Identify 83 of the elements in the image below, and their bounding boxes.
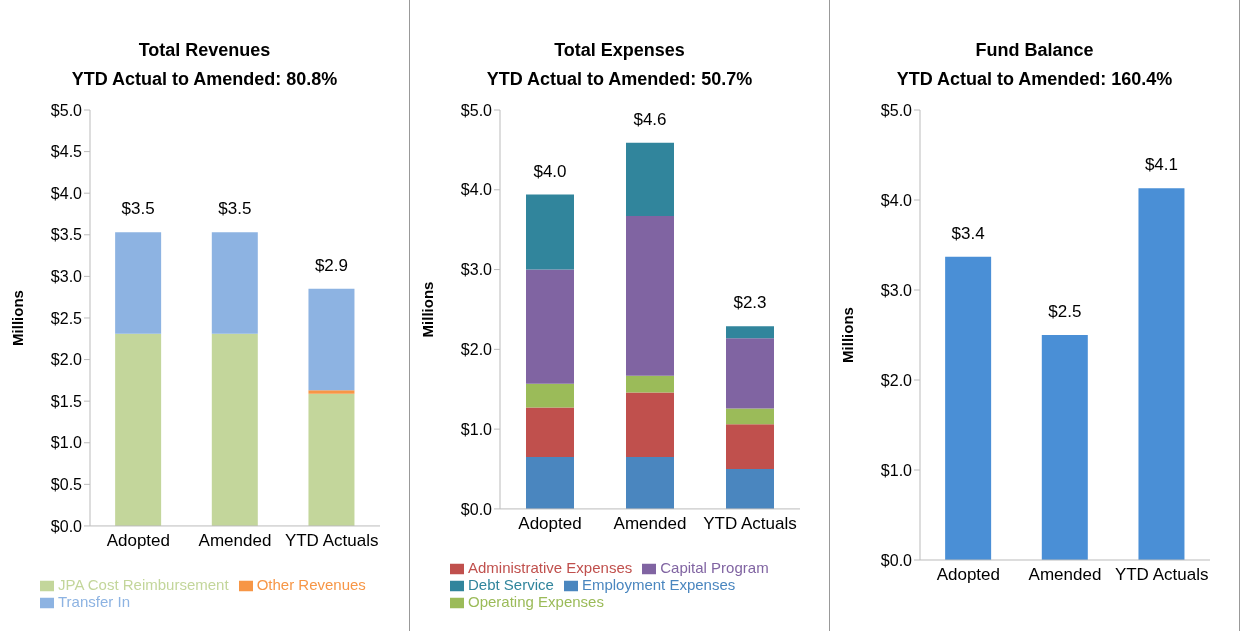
chart-title: Total Expenses: [553, 40, 686, 61]
x-tick-label: Adopted: [936, 565, 1001, 585]
x-tick-label: Amended: [198, 531, 272, 551]
bar: [211, 232, 258, 334]
legend-label: Other Revenues: [256, 575, 366, 593]
bar: [526, 269, 574, 384]
y-tick-label: $1.5: [50, 392, 83, 410]
x-tick-label: YTD Actuals: [703, 513, 797, 533]
y-tick-label: $4.5: [50, 143, 83, 161]
bar: [211, 333, 258, 526]
y-axis-title: Millions: [419, 281, 437, 338]
y-tick-label: $1.0: [50, 434, 83, 452]
chart-subtitle: YTD Actual to Amended: 50.7%: [485, 69, 754, 90]
y-tick-label: $2.0: [50, 351, 83, 369]
x-tick-label: Adopted: [106, 531, 171, 551]
bar: [726, 338, 774, 409]
bar: [626, 457, 674, 509]
chart-title: Total Revenues: [137, 40, 272, 61]
bar: [726, 326, 774, 339]
x-tick-label: Amended: [613, 513, 687, 533]
data-label: $3.4: [951, 223, 985, 243]
y-tick-label: $0.5: [50, 476, 83, 494]
data-label: $4.1: [1144, 155, 1179, 175]
y-tick-label: $1.0: [880, 461, 913, 479]
bar: [115, 232, 162, 334]
total-label: $3.5: [218, 199, 252, 219]
bar: [308, 393, 355, 526]
legend-label: Operating Expenses: [468, 592, 604, 610]
y-tick-label: $3.5: [50, 226, 83, 244]
total-label: $2.3: [733, 293, 767, 313]
y-tick-label: $2.0: [460, 341, 493, 359]
data-label: $2.5: [1048, 302, 1082, 321]
y-tick-label: $5.0: [460, 101, 493, 119]
y-tick-label: $4.0: [880, 191, 913, 209]
total-label: $4.0: [533, 161, 567, 181]
y-tick-label: $5.0: [880, 101, 913, 119]
y-tick-label: $0.0: [880, 551, 913, 569]
y-tick-label: $0.0: [50, 517, 83, 535]
chart-subtitle: YTD Actual to Amended: 80.8%: [70, 69, 339, 90]
legend-label: Capital Program: [660, 558, 769, 576]
y-tick-label: $1.0: [460, 420, 493, 438]
bar: [626, 392, 674, 458]
legend-label: Transfer In: [58, 592, 130, 610]
bar: [526, 457, 574, 509]
bar: [308, 288, 355, 391]
bar: [526, 383, 574, 408]
bar: [726, 408, 774, 425]
bar: [526, 194, 574, 270]
y-tick-label: $0.0: [460, 500, 493, 518]
legend-label: Administrative Expenses: [468, 558, 633, 576]
x-tick-label: YTD Actuals: [1114, 565, 1209, 585]
total-label: $4.6: [633, 109, 667, 129]
legend-label: JPA Cost Reimbursement: [58, 575, 229, 593]
y-tick-label: $2.5: [50, 309, 83, 327]
y-tick-label: $3.0: [460, 261, 493, 279]
bar: [1041, 335, 1088, 560]
y-axis-title: Millions: [839, 307, 857, 363]
y-tick-label: $5.0: [50, 101, 83, 119]
total-label: $3.5: [121, 199, 155, 219]
bar: [945, 256, 992, 560]
chart-subtitle: YTD Actual to Amended: 160.4%: [895, 69, 1174, 90]
y-tick-label: $2.0: [880, 371, 913, 389]
bar: [626, 216, 674, 376]
bar: [115, 333, 162, 526]
x-tick-label: Amended: [1028, 565, 1102, 585]
bar: [308, 390, 355, 394]
total-label: $2.9: [314, 255, 349, 275]
bar: [626, 375, 674, 393]
legend-label: Employment Expenses: [581, 575, 736, 593]
x-tick-label: Adopted: [518, 513, 582, 533]
y-axis-title: Millions: [9, 290, 27, 346]
bar: [726, 424, 774, 470]
x-tick-label: YTD Actuals: [284, 531, 379, 551]
bar: [526, 407, 574, 458]
bar: [726, 469, 774, 509]
bar: [1138, 188, 1185, 560]
y-tick-label: $3.0: [50, 268, 83, 286]
y-tick-label: $3.0: [880, 281, 913, 299]
y-tick-label: $4.0: [460, 181, 493, 199]
bar: [626, 142, 674, 217]
chart-title: Fund Balance: [974, 40, 1095, 61]
y-tick-label: $4.0: [50, 184, 83, 202]
legend-label: Debt Service: [468, 575, 554, 593]
